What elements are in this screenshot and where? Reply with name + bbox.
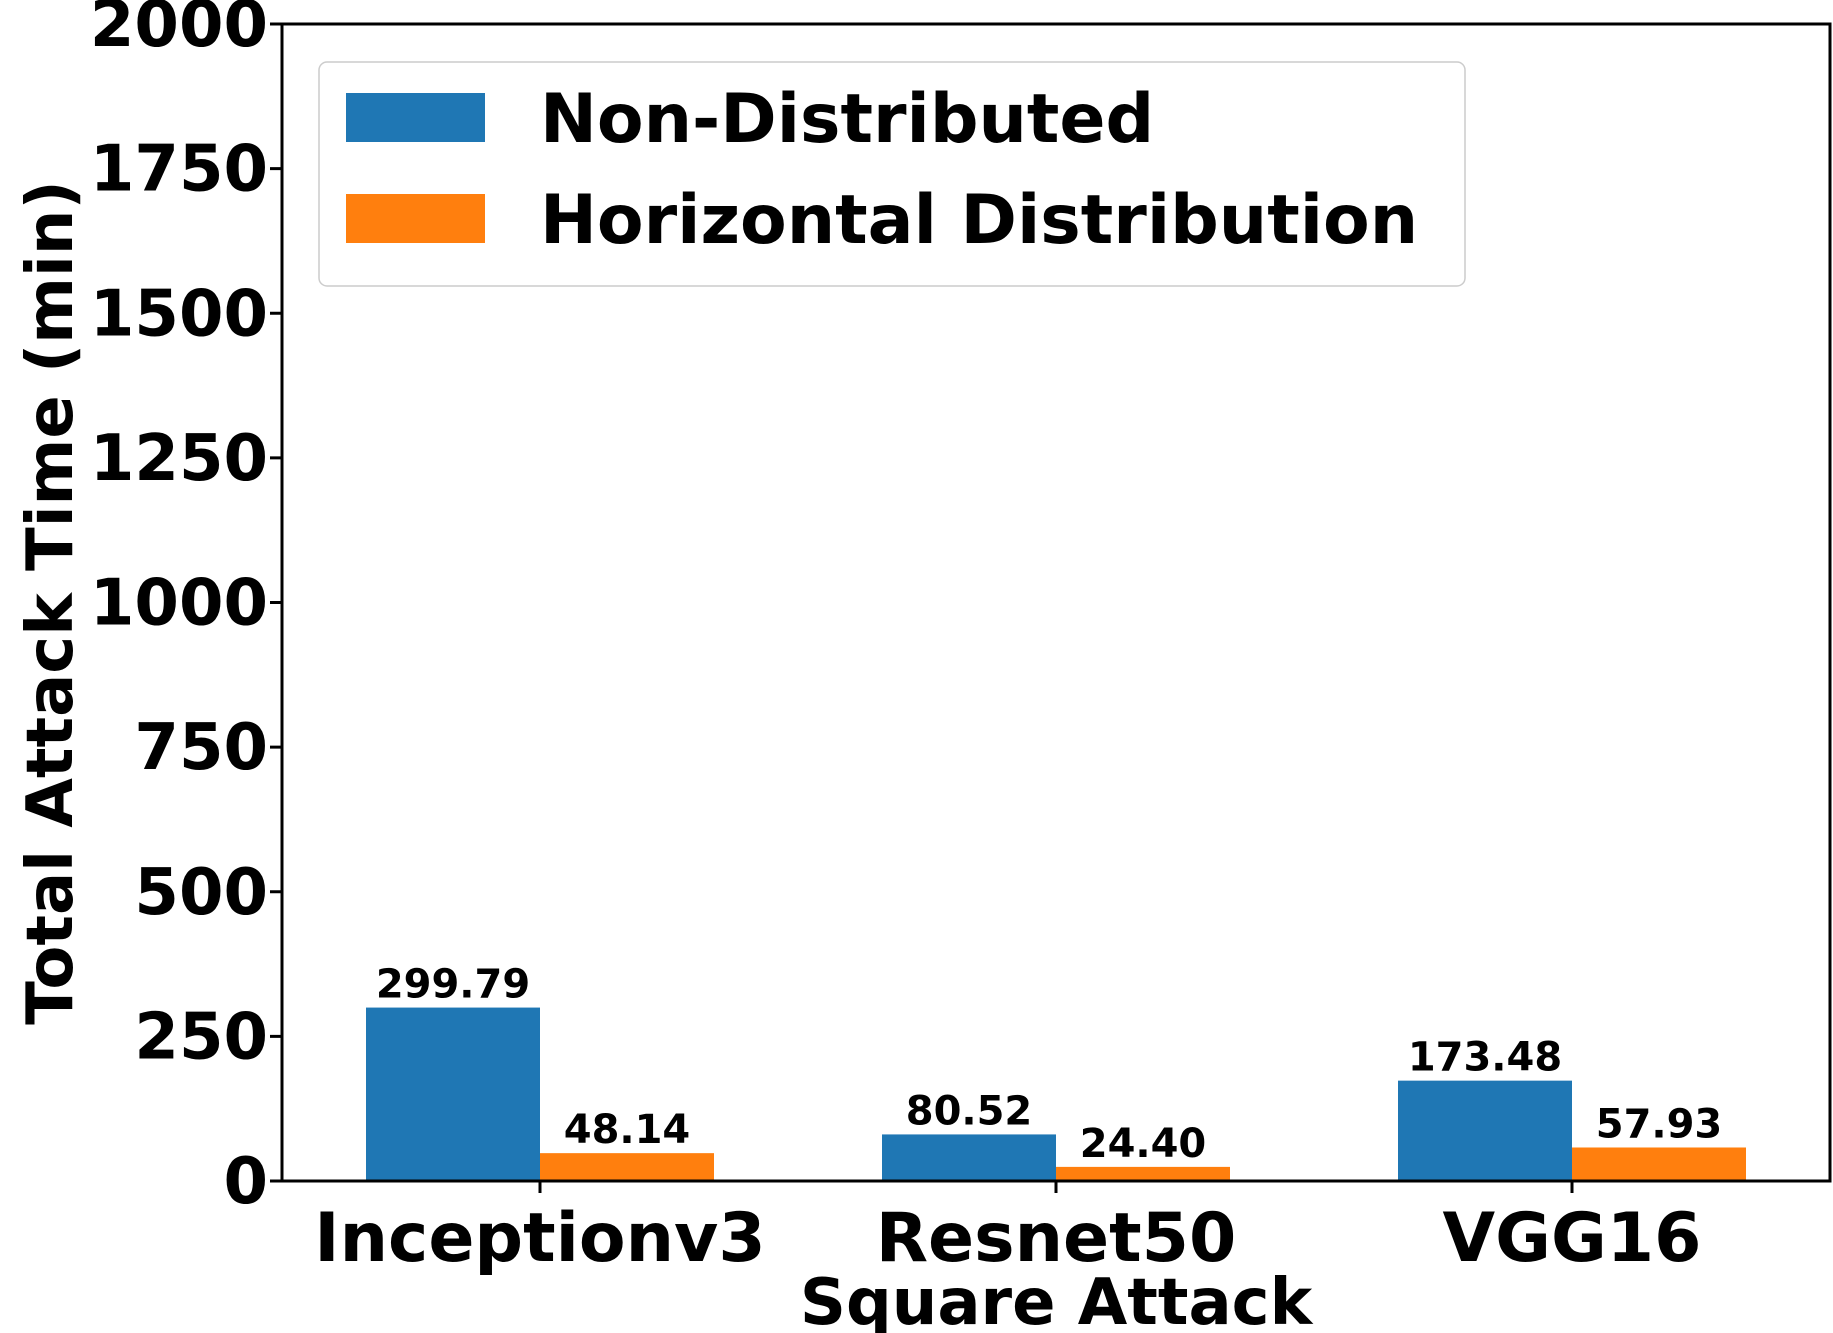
bars-layer [366, 1007, 1746, 1181]
y-tick-label: 500 [134, 856, 268, 930]
data-label-1-0: 48.14 [564, 1107, 691, 1153]
y-tick-label: 1500 [90, 277, 268, 351]
legend-items: Non-Distributed Horizontal Distribution [346, 80, 1418, 260]
legend-box [318, 61, 1466, 287]
data-label-0-1: 80.52 [906, 1088, 1033, 1134]
legend-label-0: Non-Distributed [540, 80, 1154, 159]
bar-0-2 [1398, 1080, 1572, 1181]
legend: Non-Distributed Horizontal Distribution [318, 61, 1466, 287]
y-tick-label: 250 [134, 1000, 268, 1074]
y-tick-label: 1000 [90, 567, 268, 641]
x-axis: Inceptionv3 Resnet50 VGG16 [314, 1181, 1701, 1278]
legend-swatch-1 [346, 194, 485, 243]
bar-1-0 [540, 1153, 714, 1181]
x-tick-label: Inceptionv3 [314, 1199, 765, 1278]
data-label-0-0: 299.79 [376, 962, 530, 1008]
legend-swatch-0 [346, 93, 485, 142]
legend-label-1: Horizontal Distribution [540, 181, 1418, 260]
bar-0-1 [882, 1134, 1056, 1181]
x-tick-label: Resnet50 [876, 1199, 1237, 1278]
y-tick-label: 1750 [90, 133, 268, 207]
y-axis-title: Total Attack Time (min) [14, 180, 88, 1024]
bar-0-0 [366, 1007, 540, 1181]
data-label-1-2: 57.93 [1596, 1101, 1723, 1147]
y-tick-label: 0 [223, 1145, 268, 1219]
x-tick-label: VGG16 [1443, 1199, 1702, 1278]
y-tick-label: 1250 [90, 422, 268, 496]
data-label-0-2: 173.48 [1408, 1035, 1562, 1081]
data-label-1-1: 24.40 [1080, 1121, 1207, 1167]
x-axis-title: Square Attack [800, 1266, 1314, 1333]
bar-1-2 [1572, 1147, 1746, 1181]
data-labels-layer: 299.79 48.14 80.52 24.40 173.48 57.93 [376, 962, 1722, 1167]
y-tick-label: 750 [134, 711, 268, 785]
y-tick-label: 2000 [90, 0, 268, 62]
bar-1-1 [1056, 1166, 1230, 1181]
y-axis: 0 250 500 750 1000 1250 1500 1750 2000 [90, 0, 282, 1219]
